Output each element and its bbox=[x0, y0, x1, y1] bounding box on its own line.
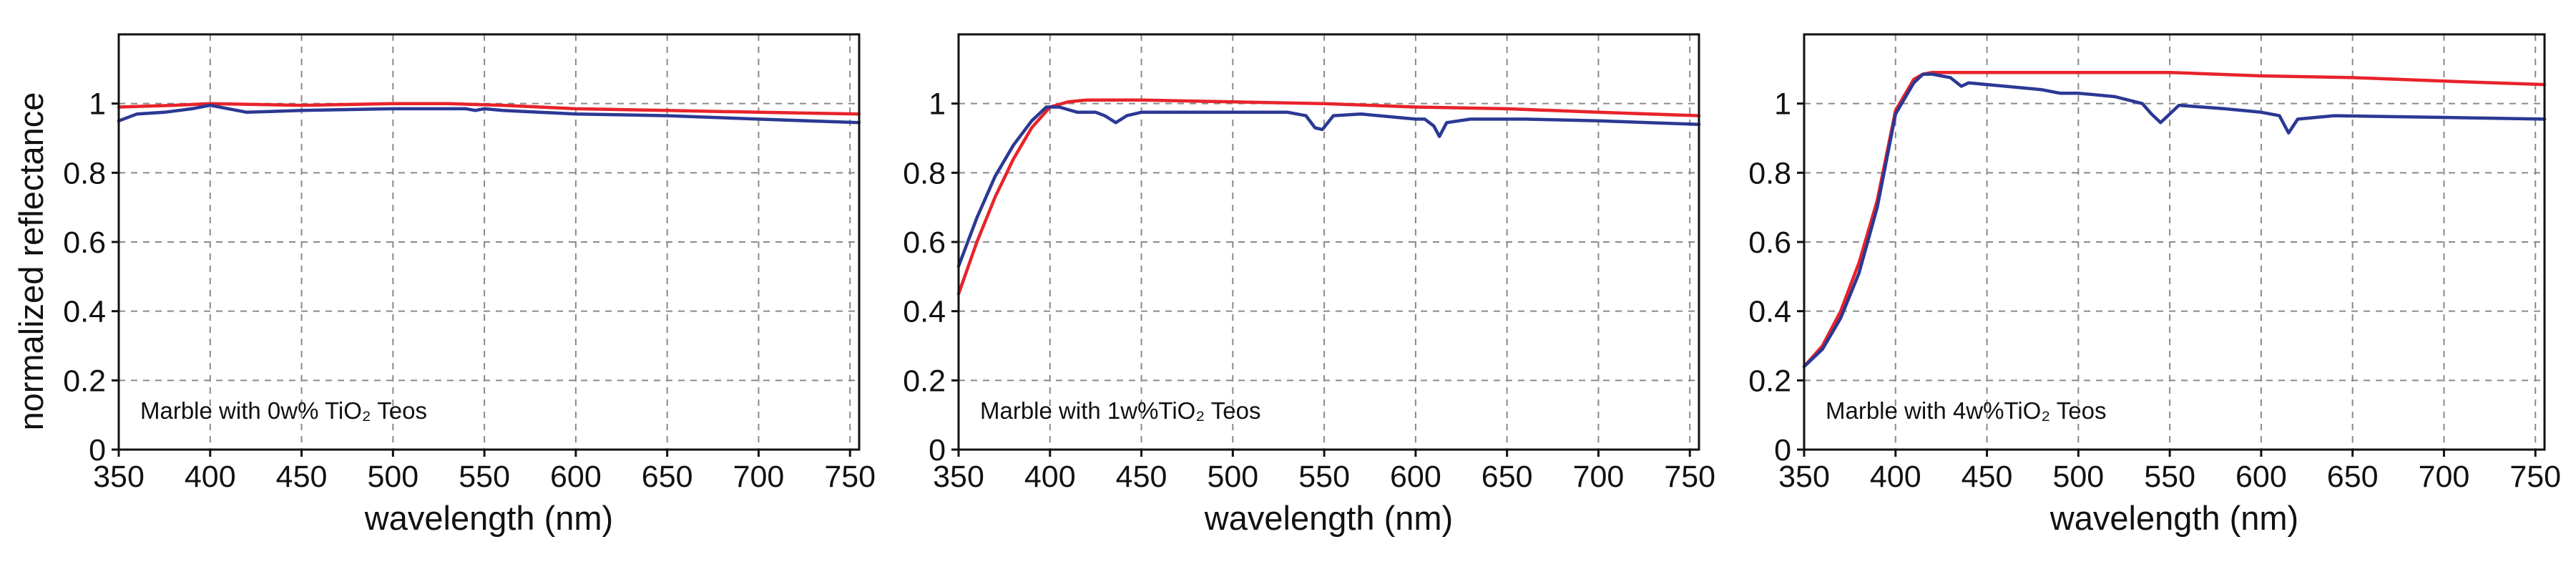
y-tick-label: 0.2 bbox=[63, 364, 106, 398]
x-tick-label: 600 bbox=[2235, 460, 2287, 494]
x-tick-label: 550 bbox=[459, 460, 510, 494]
x-tick-label: 550 bbox=[1298, 460, 1350, 494]
y-tick-label: 1 bbox=[89, 87, 106, 122]
x-tick-label: 700 bbox=[733, 460, 785, 494]
x-tick-label: 750 bbox=[2509, 460, 2561, 494]
x-tick-label: 450 bbox=[1116, 460, 1167, 494]
x-tick-label: 450 bbox=[1962, 460, 2013, 494]
annotation-label: Marble with 4w%TiO₂ Teos bbox=[1826, 397, 2106, 424]
x-tick-label: 750 bbox=[824, 460, 876, 494]
chart-panel-2: 350 400 450 500 550 600 650 700 750 0 0.2 0.4 0.6 0.8… bbox=[903, 33, 1715, 537]
x-tick-label: 700 bbox=[1573, 460, 1625, 494]
x-axis-label: wavelength (nm) bbox=[2049, 499, 2298, 537]
y-tick-label: 0.8 bbox=[1748, 156, 1791, 190]
y-tick-label: 0.8 bbox=[903, 156, 946, 190]
x-tick-label: 550 bbox=[2144, 460, 2195, 494]
y-tick-label: 0.4 bbox=[903, 295, 946, 329]
series-line-blue bbox=[1802, 72, 2547, 369]
y-tick-label: 1 bbox=[1774, 87, 1791, 122]
y-tick-label: 0.8 bbox=[63, 156, 106, 190]
annotation-label: Marble with 1w%TiO₂ Teos bbox=[980, 397, 1260, 424]
y-axis-label: normalized reflectance bbox=[12, 92, 50, 431]
y-tick-label: 0.6 bbox=[63, 226, 106, 260]
x-tick-label: 400 bbox=[185, 460, 236, 494]
y-tick-label: 0 bbox=[929, 433, 946, 467]
chart-panel-1: 350 400 450 500 550 600 650 700 750 0 0.2 0.4 0.6 0.8… bbox=[63, 33, 876, 537]
x-axis-label: wavelength (nm) bbox=[1204, 499, 1453, 537]
y-tick-label: 0.2 bbox=[903, 364, 946, 398]
series-line-blue bbox=[117, 103, 861, 125]
chart-panel-3: 350 400 450 500 550 600 650 700 750 0 0.2 0.4 0.6 0.8… bbox=[1748, 33, 2561, 537]
x-tick-label: 400 bbox=[1024, 460, 1076, 494]
annotation-label: Marble with 0w% TiO₂ Teos bbox=[140, 397, 427, 424]
x-axis-label: wavelength (nm) bbox=[364, 499, 613, 537]
series-line-red bbox=[956, 98, 1701, 296]
y-tick-label: 0.6 bbox=[1748, 226, 1791, 260]
y-tick-label: 0.4 bbox=[1748, 295, 1791, 329]
y-tick-label: 0.6 bbox=[903, 226, 946, 260]
x-tick-label: 750 bbox=[1664, 460, 1715, 494]
series-line-red bbox=[117, 102, 861, 116]
x-tick-label: 350 bbox=[1778, 460, 1830, 494]
x-tick-label: 700 bbox=[2419, 460, 2470, 494]
series-line-blue bbox=[956, 105, 1701, 268]
x-tick-label: 350 bbox=[93, 460, 145, 494]
y-tick-label: 0.4 bbox=[63, 295, 106, 329]
x-tick-label: 600 bbox=[1390, 460, 1441, 494]
x-tick-label: 500 bbox=[367, 460, 418, 494]
x-tick-label: 350 bbox=[933, 460, 984, 494]
x-tick-label: 500 bbox=[1207, 460, 1258, 494]
y-tick-label: 0 bbox=[1774, 433, 1791, 467]
y-tick-label: 0 bbox=[89, 433, 106, 467]
x-tick-label: 650 bbox=[1482, 460, 1533, 494]
x-tick-label: 400 bbox=[1870, 460, 1921, 494]
x-tick-label: 450 bbox=[276, 460, 328, 494]
x-tick-label: 600 bbox=[550, 460, 602, 494]
x-tick-label: 650 bbox=[642, 460, 693, 494]
x-tick-label: 500 bbox=[2052, 460, 2104, 494]
y-tick-label: 1 bbox=[929, 87, 946, 122]
y-tick-label: 0.2 bbox=[1748, 364, 1791, 398]
x-tick-label: 650 bbox=[2327, 460, 2379, 494]
